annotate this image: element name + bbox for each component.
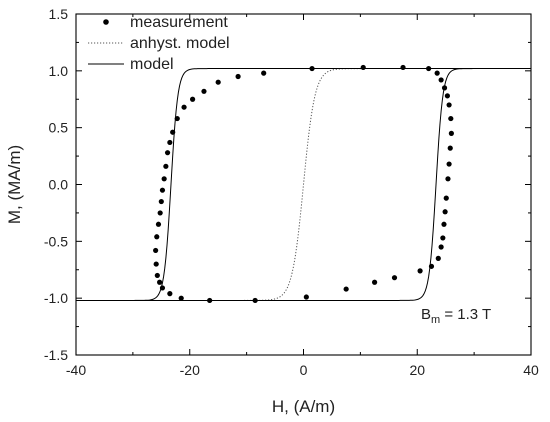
- measurement-point: [371, 279, 378, 285]
- measurement-point: [174, 115, 180, 122]
- measurement-point: [170, 129, 176, 135]
- y-tick-label: 0.0: [49, 177, 69, 193]
- measurement-point: [215, 79, 221, 85]
- legend-marker-measurement: [103, 19, 109, 25]
- measurement-point: [201, 88, 207, 94]
- measurement-point: [181, 104, 187, 110]
- model-descending-branch: [76, 68, 531, 301]
- x-tick-label: 40: [523, 362, 539, 378]
- measurement-point: [441, 85, 448, 91]
- x-tick-label: -40: [66, 362, 86, 378]
- measurement-point: [391, 275, 398, 281]
- anhysteretic-model-curve: [76, 68, 531, 301]
- y-tick-label: 1.0: [49, 63, 69, 79]
- measurement-point: [343, 286, 349, 292]
- measurement-point: [426, 65, 432, 72]
- measurement-point: [440, 235, 446, 241]
- x-tick-label: -20: [180, 362, 200, 378]
- measurement-point: [164, 150, 171, 156]
- measurement-point: [303, 294, 309, 300]
- curves-group: [76, 68, 531, 301]
- annotation-main: B: [421, 306, 431, 323]
- y-tick-label: -1.5: [44, 347, 68, 363]
- measurement-point: [434, 70, 440, 76]
- y-axis-title: M, (MA/m): [5, 145, 24, 224]
- measurement-point: [159, 187, 166, 193]
- measurement-point: [448, 115, 454, 122]
- measurement-point: [252, 297, 258, 304]
- measurement-point: [444, 93, 450, 99]
- legend-label: anhyst. model: [130, 35, 230, 52]
- measurement-point: [167, 291, 173, 297]
- measurement-point: [360, 64, 366, 71]
- measurement-point: [435, 255, 441, 261]
- measurement-point: [428, 263, 435, 269]
- measurement-point: [154, 234, 160, 240]
- measurement-point: [417, 268, 423, 274]
- measurement-point: [167, 139, 173, 146]
- measurement-point: [442, 209, 448, 215]
- measurement-point: [157, 210, 163, 216]
- tick-labels-group: -40 -20 0 20 40 1.5 1.0 0.5 0.0 -0.5 -1.0 -1.5: [44, 6, 539, 378]
- measurement-point: [261, 70, 267, 76]
- model-ascending-branch: [76, 68, 531, 301]
- x-tick-label: 0: [300, 362, 308, 378]
- bm-annotation: Bm = 1.3 T: [421, 306, 491, 326]
- measurement-point: [178, 295, 184, 301]
- measurement-point: [163, 163, 169, 169]
- axes-frame-group: [75, 13, 532, 356]
- x-tick-label: 20: [409, 362, 425, 378]
- measurement-point: [154, 272, 160, 279]
- legend: measurement anhyst. model model: [88, 14, 230, 73]
- y-tick-label: -1.0: [44, 290, 68, 306]
- legend-label: measurement: [130, 14, 228, 31]
- measurement-point: [441, 221, 447, 227]
- measurement-point: [443, 195, 449, 201]
- measurement-point: [235, 73, 241, 80]
- measurement-point: [445, 176, 451, 182]
- measurement-point: [446, 161, 452, 167]
- measurement-point: [155, 221, 162, 227]
- measurement-point: [446, 102, 452, 108]
- measurement-point: [189, 96, 196, 102]
- measurement-point: [157, 279, 163, 285]
- measurement-point: [161, 176, 167, 182]
- y-tick-label: -0.5: [44, 233, 68, 249]
- legend-label: model: [130, 56, 174, 73]
- measurement-point: [438, 77, 444, 83]
- measurement-point: [207, 297, 213, 304]
- x-axis-title: H, (A/m): [272, 397, 335, 416]
- annotation-value: = 1.3 T: [440, 306, 491, 323]
- measurement-point: [438, 244, 444, 250]
- measurement-point: [159, 285, 166, 291]
- measurement-point: [153, 261, 159, 267]
- measurement-point: [448, 130, 454, 136]
- annotation-subscript: m: [431, 314, 440, 326]
- y-tick-label: 1.5: [49, 6, 69, 22]
- y-tick-label: 0.5: [49, 120, 69, 136]
- measurement-point: [158, 198, 164, 205]
- measurement-point: [400, 64, 406, 71]
- measurement-point: [309, 65, 315, 72]
- measurement-points-group: [153, 64, 454, 304]
- measurement-point: [153, 247, 159, 254]
- measurement-point: [447, 145, 453, 151]
